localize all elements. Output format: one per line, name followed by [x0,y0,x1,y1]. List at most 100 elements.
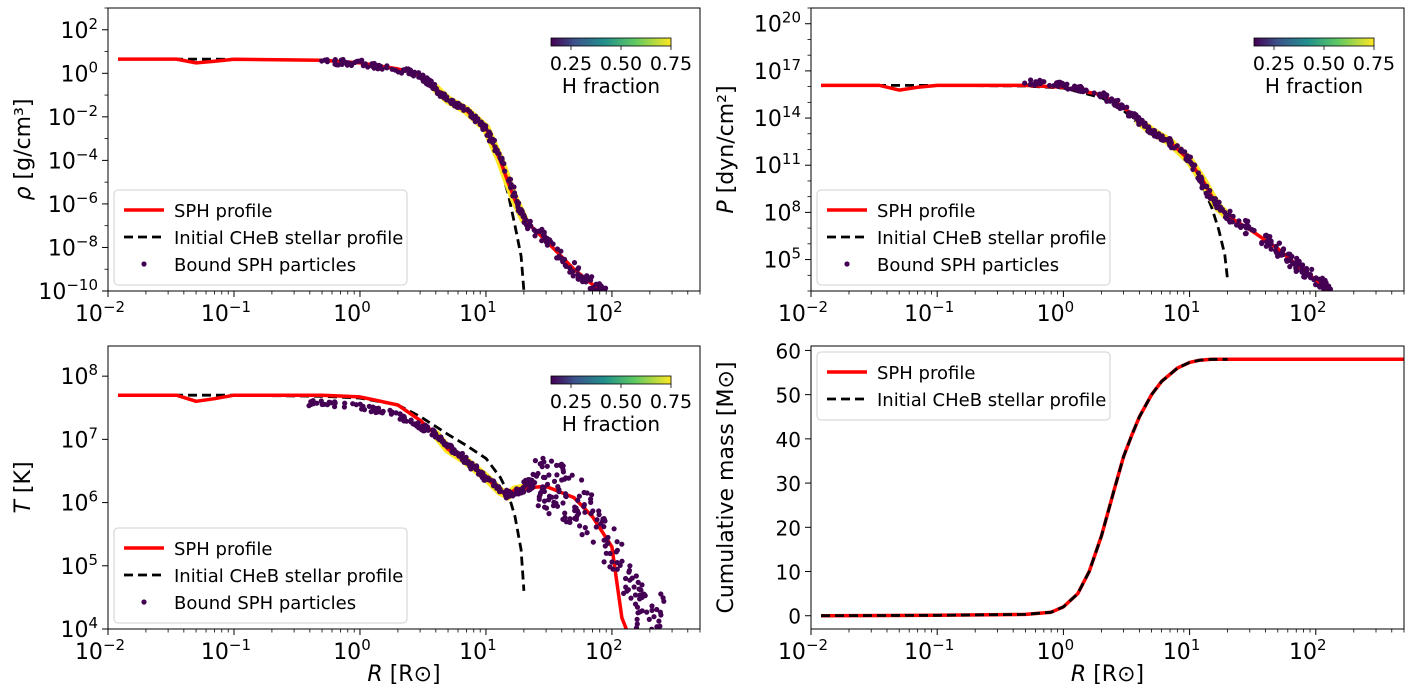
particle-point [635,579,641,586]
particle-point [499,159,505,165]
particle-point [644,609,650,615]
colorbar-tick-label: 0.25 [1253,53,1295,75]
particle-point [1301,270,1307,276]
h-fraction-highlight [431,84,529,224]
particle-point [536,496,542,502]
y-axis-spacer [11,179,36,186]
y-axis-unit: [g/cm³] [11,99,36,180]
legend-box [113,527,408,624]
x-axis-variable: R [367,662,382,687]
particle-point [365,64,371,70]
y-tick-label: 10−2 [48,102,98,131]
tick-label-base: 10 [904,302,932,327]
particle-point [345,60,351,66]
particle-point [521,219,527,225]
particle-point [535,503,541,509]
particle-point [1244,222,1250,228]
particle-point [563,493,569,500]
y-tick-label: 1020 [754,9,801,38]
plot-area [118,56,612,291]
particle-point [1294,267,1300,273]
tick-label-exponent: −2 [76,102,98,120]
y-tick-label: 105 [60,551,98,580]
particle-point [375,66,381,72]
particle-point [350,401,356,407]
particle-point [639,608,645,614]
particle-point [532,480,538,486]
particle-point [558,248,564,254]
particle-point [1276,240,1282,246]
tick-label-exponent: 1 [1191,298,1201,316]
particle-point [490,136,496,142]
y-tick-label: 108 [60,361,98,390]
particle-point [1101,90,1107,96]
particle-point [588,287,594,291]
particle-point [1230,213,1236,219]
particle-point [614,566,620,572]
particle-point [658,591,664,597]
tick-label-exponent: 0 [361,298,371,316]
particle-point [464,106,471,113]
particle-point [570,268,576,274]
particle-point [485,132,491,138]
particle-point [1295,261,1301,268]
x-tick-label: 100 [333,298,371,327]
particle-point [521,479,527,485]
particle-point [1055,83,1061,89]
legend-label: SPH profile [877,363,975,384]
particle-point [492,482,498,488]
y-axis-unit: [M⊙] [714,362,739,417]
particle-point [389,409,395,415]
legend-label: Initial CHeB stellar profile [877,228,1106,249]
y-tick-label: 60 [776,339,801,363]
particle-point [468,466,474,472]
colorbar-tick-label: 0.75 [650,391,692,413]
x-axis-unit: [R⊙] [1093,662,1144,687]
tick-label-base: 10 [585,640,613,665]
particle-point [1268,246,1274,252]
x-tick-label: 101 [459,298,497,327]
particle-point [497,155,503,161]
tick-label-exponent: 0 [88,58,98,76]
tick-label-exponent: 7 [88,424,98,442]
particle-point [532,458,539,464]
cumulative-mass-panel: 10−2 10−1 100 101 1020102030405060Cumulative… [714,339,1405,687]
colorbar-gradient [1253,37,1375,47]
plot-area [118,393,667,629]
particle-point [1238,224,1244,230]
particle-point [1280,251,1286,258]
x-axis-label: R [R⊙] [1071,662,1144,687]
legend-marker [844,261,850,267]
tick-label-base: 10 [763,201,791,226]
x-tick-label: 10−1 [201,298,251,327]
particle-point [1135,117,1141,123]
particle-point [393,410,399,416]
y-tick-label: 20 [776,516,801,540]
particle-point [581,502,588,508]
particle-point [582,525,588,531]
particle-point [603,550,609,556]
particle-point [574,508,581,514]
particle-point [1287,251,1293,257]
particle-point [561,517,567,523]
x-tick-label: 102 [585,298,623,327]
particle-point [416,73,422,79]
tick-label-base: 10 [48,106,76,131]
particle-point [1207,188,1213,194]
tick-label-exponent: 2 [1317,636,1327,654]
tick-label-exponent: 2 [88,15,98,33]
particle-point [607,550,613,557]
x-axis-label: R [R⊙] [367,662,440,687]
tick-label-exponent: −1 [229,298,251,316]
particle-point [563,263,569,269]
particle-point [507,176,513,182]
particle-point [541,488,548,495]
particle-point [463,454,469,460]
particle-point [520,488,527,494]
x-tick-label: 101 [1163,636,1201,665]
particle-point [602,543,608,549]
particle-point [1287,258,1293,264]
particle-point [628,595,634,601]
particle-point [623,575,629,582]
